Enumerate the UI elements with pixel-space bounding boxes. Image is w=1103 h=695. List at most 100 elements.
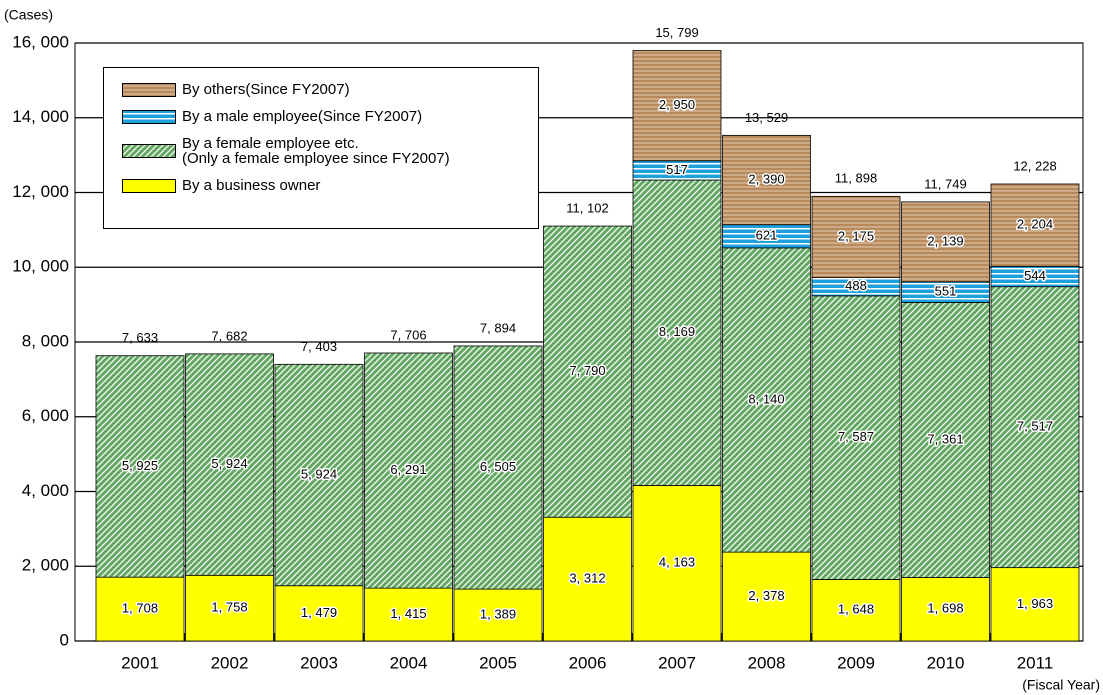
legend-entry: By a business owner (122, 178, 538, 193)
total-label: 7, 682 (211, 328, 247, 343)
value-label: 1, 648 (838, 602, 874, 617)
bar-segment (543, 516, 632, 642)
legend-label: By a female employee etc. (Only a female… (182, 135, 450, 167)
bar-segment (811, 295, 901, 580)
total-label: 12, 228 (1013, 158, 1056, 173)
total-label: 11, 898 (835, 171, 877, 186)
y-tick-label: 6, 000 (22, 406, 69, 425)
x-tick-label: 2010 (927, 653, 965, 672)
y-axis-label: (Cases) (4, 7, 53, 23)
value-label: 2, 204 (1017, 217, 1053, 232)
value-label: 6, 291 (390, 462, 426, 477)
legend-swatch (122, 109, 176, 124)
value-label: 488 (845, 278, 867, 293)
x-tick-label: 2009 (837, 653, 875, 672)
x-axis-label: (Fiscal Year) (1022, 677, 1100, 693)
bar-segment (811, 195, 901, 279)
bar-segment (543, 225, 632, 518)
value-label: 5, 925 (122, 458, 158, 473)
value-label: 517 (666, 162, 688, 177)
bar-segment (185, 574, 274, 642)
value-label: 5, 924 (211, 456, 247, 471)
x-tick-label: 2004 (390, 653, 428, 672)
x-tick-label: 2003 (300, 653, 338, 672)
total-label: 7, 706 (390, 327, 426, 342)
y-tick-label: 12, 000 (12, 182, 69, 201)
bar-segment (95, 355, 185, 578)
value-label: 7, 517 (1017, 419, 1053, 434)
bar-segment (364, 587, 453, 642)
bar-segment (185, 353, 274, 576)
legend-label: By a male employee(Since FY2007) (182, 108, 423, 125)
x-tick-label: 2006 (569, 653, 607, 672)
value-label: 4, 163 (659, 555, 695, 570)
total-label: 13, 529 (745, 110, 788, 125)
value-label: 7, 361 (927, 431, 963, 446)
bar-segment (722, 134, 811, 226)
legend-swatch (122, 82, 176, 97)
total-label: 7, 403 (301, 339, 337, 354)
value-label: 2, 390 (748, 171, 784, 186)
value-label: 8, 140 (748, 391, 784, 406)
value-label: 1, 963 (1017, 596, 1053, 611)
value-label: 2, 950 (659, 97, 695, 112)
value-label: 544 (1024, 268, 1046, 283)
bar-segment (274, 585, 364, 642)
bar-segment (901, 201, 990, 283)
legend-entry: By a male employee(Since FY2007) (122, 109, 538, 124)
total-label: 11, 102 (566, 201, 608, 216)
value-label: 6, 505 (480, 459, 516, 474)
bar-segment (990, 286, 1080, 569)
y-tick-label: 0 (60, 630, 69, 649)
y-tick-label: 4, 000 (22, 481, 69, 500)
bar-segment (901, 577, 990, 642)
bar-segment (901, 302, 990, 578)
y-tick-label: 8, 000 (22, 331, 69, 350)
legend-swatch (122, 178, 176, 193)
bar-segment (453, 345, 543, 590)
y-tick-label: 10, 000 (12, 257, 69, 276)
legend-label: By a business owner (182, 177, 321, 194)
legend: By others(Since FY2007) By a male employe… (103, 67, 539, 229)
value-label: 1, 389 (480, 606, 516, 621)
value-label: 551 (935, 284, 957, 299)
value-label: 7, 587 (838, 429, 874, 444)
value-label: 5, 924 (301, 466, 337, 481)
x-tick-label: 2011 (1017, 653, 1054, 672)
total-label: 7, 633 (122, 330, 158, 345)
bar-segment (632, 179, 722, 486)
x-tick-label: 2008 (748, 653, 786, 672)
bar-segment (811, 579, 901, 642)
value-label: 8, 169 (659, 324, 695, 339)
legend-label: By others(Since FY2007) (182, 81, 350, 98)
value-label: 7, 790 (569, 363, 605, 378)
bar-segment (632, 50, 722, 162)
bar-segment (274, 363, 364, 587)
bar-segment (722, 247, 811, 553)
x-tick-label: 2005 (479, 653, 517, 672)
value-label: 1, 708 (122, 601, 158, 616)
value-label: 1, 758 (211, 600, 247, 615)
legend-entry: By a female employee etc. (Only a female… (122, 136, 538, 166)
total-label: 7, 894 (480, 320, 516, 335)
y-tick-label: 14, 000 (12, 107, 69, 126)
x-tick-label: 2007 (658, 653, 696, 672)
y-tick-label: 16, 000 (12, 32, 69, 51)
total-label: 15, 799 (655, 25, 698, 40)
legend-swatch (122, 144, 176, 158)
x-tick-label: 2002 (211, 653, 249, 672)
x-tick-label: 2001 (121, 653, 159, 672)
total-label: 11, 749 (924, 176, 966, 191)
value-label: 3, 312 (569, 571, 605, 586)
value-label: 2, 139 (927, 233, 963, 248)
value-label: 2, 175 (838, 228, 874, 243)
bar-segment (364, 352, 453, 589)
value-label: 1, 479 (301, 605, 337, 620)
value-label: 1, 698 (927, 601, 963, 616)
value-label: 1, 415 (390, 606, 426, 621)
bar-segment (632, 485, 722, 642)
legend-entry: By others(Since FY2007) (122, 82, 538, 97)
bar-segment (990, 183, 1080, 267)
